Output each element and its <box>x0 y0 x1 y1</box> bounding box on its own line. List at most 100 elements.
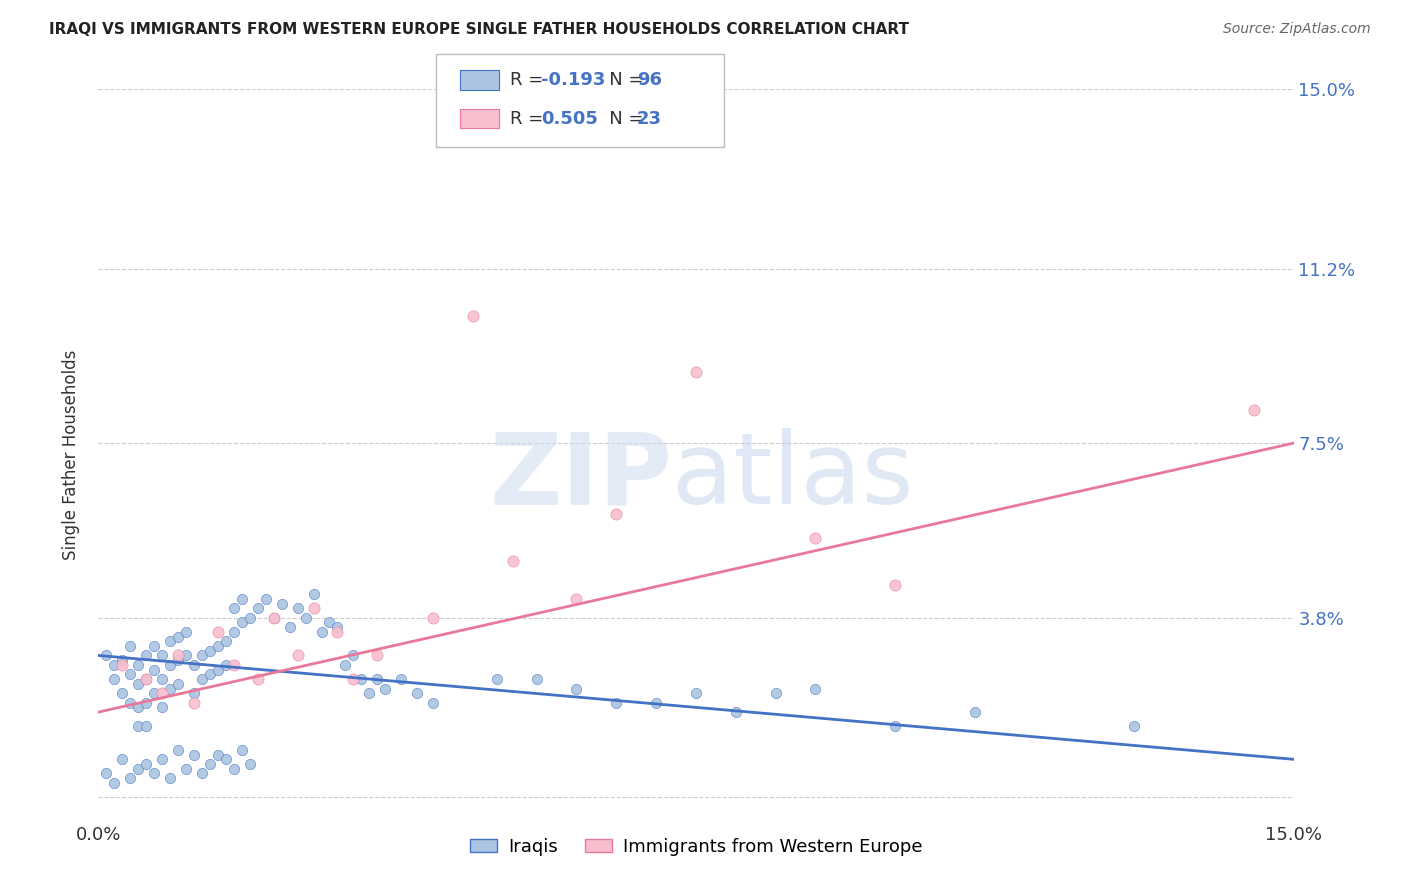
Point <box>302 587 325 601</box>
Point <box>159 634 181 648</box>
Point <box>135 648 157 663</box>
Point <box>96 766 118 780</box>
Text: Source: ZipAtlas.com: Source: ZipAtlas.com <box>1223 22 1371 37</box>
Point <box>127 657 149 672</box>
Point <box>111 686 134 700</box>
Point <box>231 743 253 757</box>
Point <box>1243 403 1265 417</box>
Point <box>127 762 149 776</box>
Point <box>605 507 627 521</box>
Point <box>207 639 229 653</box>
Point <box>143 663 166 677</box>
Point <box>359 686 381 700</box>
Point <box>302 601 325 615</box>
Point <box>207 624 229 639</box>
Point <box>103 776 125 790</box>
Point <box>215 634 238 648</box>
Point <box>150 648 173 663</box>
Point <box>222 762 245 776</box>
Point <box>724 705 747 719</box>
Point <box>278 620 301 634</box>
Point <box>174 624 197 639</box>
Point <box>135 757 157 772</box>
Point <box>150 700 173 714</box>
Point <box>326 624 349 639</box>
Point <box>150 752 173 766</box>
Point <box>350 672 373 686</box>
Point <box>143 766 166 780</box>
Point <box>215 657 238 672</box>
Point <box>191 672 214 686</box>
Point <box>174 648 197 663</box>
Point <box>183 686 205 700</box>
Point <box>239 611 262 625</box>
Point <box>246 672 269 686</box>
Point <box>222 657 245 672</box>
Point <box>150 686 173 700</box>
Point <box>502 554 524 568</box>
Point <box>287 648 309 663</box>
Point <box>318 615 340 630</box>
Point <box>884 719 907 733</box>
Text: N =: N = <box>592 110 650 128</box>
Text: atlas: atlas <box>672 428 914 525</box>
Point <box>311 624 333 639</box>
Point <box>198 644 221 658</box>
Point <box>183 696 205 710</box>
Point <box>198 667 221 681</box>
Point <box>326 620 349 634</box>
Point <box>222 601 245 615</box>
Text: N =: N = <box>592 71 650 89</box>
Point <box>765 686 787 700</box>
Point <box>159 681 181 696</box>
Point <box>254 591 277 606</box>
Point <box>565 591 588 606</box>
Point <box>167 648 190 663</box>
Point <box>645 696 668 710</box>
Point <box>191 648 214 663</box>
Point <box>167 653 190 667</box>
Point <box>111 752 134 766</box>
Text: ZIP: ZIP <box>489 428 672 525</box>
Point <box>804 681 827 696</box>
Point <box>335 657 357 672</box>
Point <box>804 531 827 545</box>
Point <box>422 611 444 625</box>
Point <box>231 615 253 630</box>
Point <box>406 686 429 700</box>
Text: -0.193: -0.193 <box>541 71 606 89</box>
Point <box>270 597 292 611</box>
Point <box>207 747 229 762</box>
Point <box>167 677 190 691</box>
Point <box>294 611 316 625</box>
Point <box>374 681 396 696</box>
Point <box>143 639 166 653</box>
Point <box>103 657 125 672</box>
Point <box>215 752 238 766</box>
Point <box>246 601 269 615</box>
Point <box>963 705 986 719</box>
Point <box>605 696 627 710</box>
Text: IRAQI VS IMMIGRANTS FROM WESTERN EUROPE SINGLE FATHER HOUSEHOLDS CORRELATION CHA: IRAQI VS IMMIGRANTS FROM WESTERN EUROPE … <box>49 22 910 37</box>
Point <box>135 672 157 686</box>
Point <box>191 766 214 780</box>
Point <box>239 757 262 772</box>
Point <box>96 648 118 663</box>
Point <box>135 719 157 733</box>
Point <box>366 672 388 686</box>
Text: 0.505: 0.505 <box>541 110 598 128</box>
Point <box>127 677 149 691</box>
Point <box>884 577 907 591</box>
Point <box>111 657 134 672</box>
Point <box>150 672 173 686</box>
Point <box>127 719 149 733</box>
Y-axis label: Single Father Households: Single Father Households <box>62 350 80 560</box>
Point <box>207 663 229 677</box>
Point <box>222 624 245 639</box>
Point <box>422 696 444 710</box>
Point <box>685 686 707 700</box>
Text: R =: R = <box>510 110 550 128</box>
Point <box>159 771 181 785</box>
Point <box>174 762 197 776</box>
Point <box>231 591 253 606</box>
